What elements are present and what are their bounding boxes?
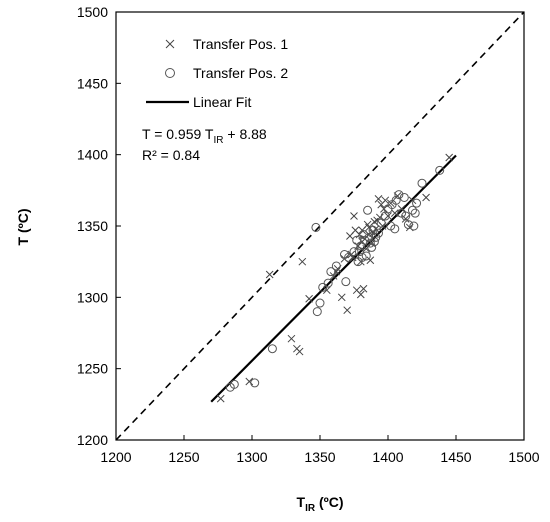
data-point-pos2 (364, 232, 374, 242)
data-point-pos2 (349, 247, 359, 257)
data-point-pos1 (350, 212, 358, 220)
y-tick-label: 1250 (77, 361, 108, 377)
legend-label-pos1: Transfer Pos. 1 (193, 36, 288, 52)
data-point-pos2 (390, 224, 400, 234)
data-point-pos1 (298, 257, 307, 266)
data-point-pos1 (295, 347, 304, 356)
data-point-pos2 (311, 222, 321, 232)
data-point-pos1 (381, 196, 390, 205)
legend-label-pos2: Transfer Pos. 2 (193, 65, 288, 81)
x-tick-label: 1300 (236, 449, 267, 465)
data-point-pos2 (361, 251, 371, 261)
data-point-pos2 (401, 211, 411, 221)
data-point-pos2 (365, 238, 375, 248)
legend-marker-cross (165, 39, 175, 49)
data-point-pos1 (374, 195, 383, 203)
data-point-pos1 (245, 377, 254, 386)
x-tick-label: 1500 (508, 449, 539, 465)
fit-equation: T = 0.959 TIR + 8.88 (142, 126, 267, 146)
data-point-pos2 (373, 228, 383, 238)
y-tick-label: 1200 (77, 432, 108, 448)
data-point-pos1 (287, 334, 296, 343)
data-point-pos2 (344, 252, 354, 262)
data-point-pos1 (390, 209, 399, 218)
legend-cross (165, 39, 175, 49)
y-axis-ticks: 1200 1250 1300 1350 1400 1450 1500 (77, 4, 121, 448)
data-point-pos2 (357, 252, 367, 262)
data-point-pos1 (329, 272, 338, 280)
y-tick-label: 1400 (77, 147, 108, 163)
linear-fit-line (210, 154, 457, 403)
x-axis-label: TIR (ºC) (297, 494, 344, 514)
data-point-pos1 (337, 293, 346, 302)
data-points (216, 153, 454, 403)
data-point-pos2 (312, 307, 322, 317)
reference-line-1-to-1 (115, 11, 525, 441)
data-point-pos1 (322, 286, 331, 295)
data-point-pos2 (331, 261, 341, 271)
x-tick-label: 1200 (100, 449, 131, 465)
x-tick-label: 1450 (440, 449, 471, 465)
data-point-pos2 (409, 221, 419, 231)
data-point-pos2 (399, 192, 409, 202)
data-point-pos1 (375, 213, 384, 222)
x-axis-ticks: 1200 1250 1300 1350 1400 1450 1500 (100, 435, 540, 465)
data-point-pos2 (323, 278, 333, 288)
y-tick-label: 1350 (77, 218, 108, 234)
data-point-pos1 (445, 153, 454, 162)
r-squared: R² = 0.84 (142, 147, 200, 163)
y-tick-label: 1300 (77, 289, 108, 305)
data-point-pos1 (408, 196, 417, 205)
data-point-pos2 (315, 298, 325, 308)
data-point-pos1 (366, 256, 375, 265)
data-point-pos2 (359, 230, 369, 240)
x-tick-label: 1400 (372, 449, 403, 465)
data-point-pos1 (422, 193, 430, 202)
data-point-pos1 (384, 212, 392, 220)
y-tick-label: 1500 (77, 4, 108, 20)
data-point-pos2 (326, 267, 336, 277)
x-tick-label: 1250 (168, 449, 199, 465)
data-point-pos2 (267, 344, 277, 354)
data-point-pos2 (417, 178, 427, 188)
data-point-pos1 (216, 394, 225, 403)
data-point-pos2 (407, 205, 417, 215)
data-point-pos2 (363, 205, 373, 215)
data-point-pos2 (391, 195, 401, 205)
data-point-pos2 (394, 190, 404, 200)
data-point-pos1 (359, 284, 368, 293)
data-point-pos1 (356, 290, 365, 299)
legend-label-fit: Linear Fit (193, 94, 251, 110)
data-point-pos2 (369, 237, 379, 247)
data-point-pos1 (305, 294, 313, 303)
data-point-pos2 (403, 220, 413, 230)
data-point-pos2 (341, 277, 351, 287)
y-axis-label: T (ºC) (15, 209, 31, 246)
legend-marker-circle (165, 68, 175, 78)
data-point-pos1 (265, 270, 274, 279)
data-point-pos2 (367, 242, 377, 252)
data-point-pos2 (250, 378, 260, 388)
data-point-pos2 (412, 198, 422, 208)
data-point-pos2 (318, 282, 328, 292)
data-point-pos2 (376, 218, 386, 228)
data-point-pos1 (343, 306, 352, 315)
data-point-pos2 (229, 379, 239, 389)
legend: Transfer Pos. 1 Transfer Pos. 2 Linear F… (146, 36, 288, 110)
data-point-pos2 (435, 165, 445, 175)
y-tick-label: 1450 (77, 75, 108, 91)
data-point-pos2 (410, 208, 420, 218)
x-tick-label: 1350 (304, 449, 335, 465)
data-point-pos2 (354, 247, 364, 257)
